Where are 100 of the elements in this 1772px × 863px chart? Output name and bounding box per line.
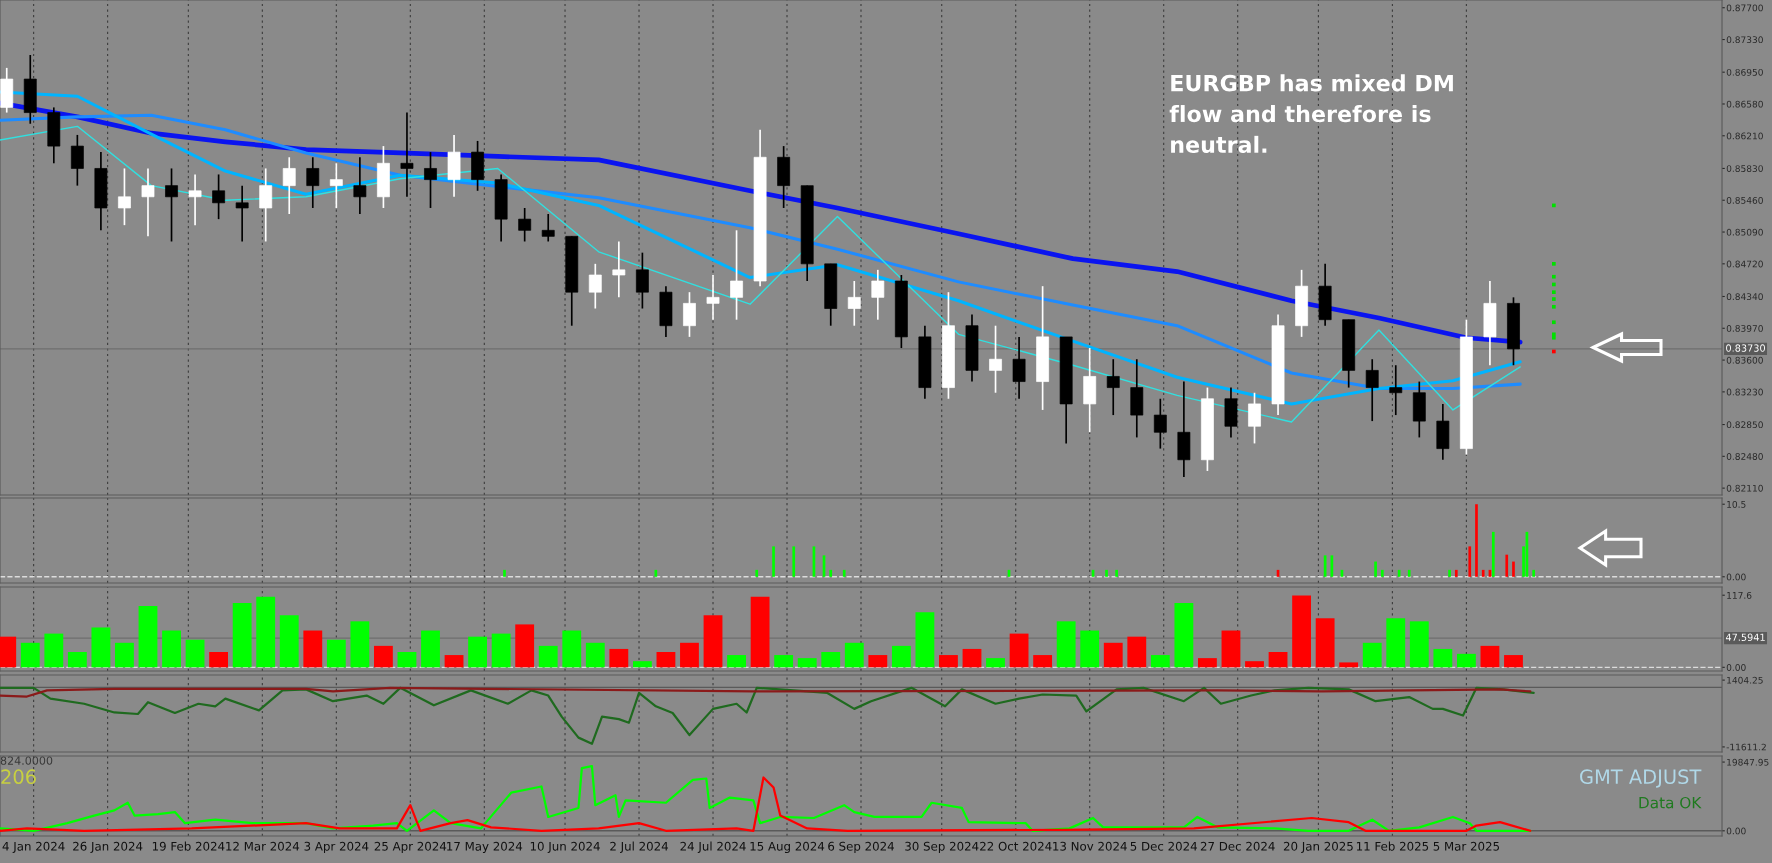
x-tick-label: 26 Jan 2024 (73, 841, 143, 853)
candlestick (871, 269, 885, 321)
candlestick (1153, 397, 1167, 450)
y-tick-label: 19847.95 (1727, 758, 1769, 766)
annotation: 824.0000 (0, 756, 53, 765)
candlestick (730, 229, 743, 321)
annotation: GMT ADJUST (1580, 769, 1702, 788)
bar (727, 655, 746, 668)
point (1552, 304, 1556, 309)
bar (468, 636, 487, 668)
annotation: Data OK (1639, 796, 1702, 809)
bar (397, 651, 417, 668)
x-tick-label: 4 Jan 2024 (2, 841, 65, 853)
bar (1456, 653, 1476, 668)
bar (1374, 561, 1377, 577)
candlestick (353, 156, 367, 215)
bar (1315, 618, 1335, 668)
candlestick (541, 213, 555, 243)
candlestick (706, 274, 720, 321)
x-tick-label: 5 Dec 2024 (1130, 841, 1197, 851)
bar (444, 655, 464, 668)
line-series (0, 686, 1532, 698)
y-tick-label: 0.82480 (1726, 453, 1763, 460)
x-tick-label: 10 Jun 2024 (530, 841, 600, 853)
bar (138, 606, 158, 668)
bar (1475, 504, 1478, 577)
bar (842, 569, 846, 577)
x-tick-label: 27 Dec 2024 (1200, 841, 1275, 851)
candlestick (235, 184, 249, 243)
candlestick (212, 173, 226, 220)
y-tick-label: 0.86580 (1726, 100, 1763, 108)
point (1552, 320, 1556, 325)
candlestick (847, 280, 861, 327)
bar (1407, 569, 1411, 577)
bar (350, 621, 370, 668)
bar (632, 661, 652, 668)
bar (1532, 569, 1535, 577)
y-tick-label: 0.83970 (1726, 325, 1763, 332)
bar (939, 655, 958, 668)
bar (755, 569, 759, 577)
bar (1491, 531, 1495, 577)
bar (1380, 569, 1384, 577)
bar (1009, 633, 1029, 668)
bar (703, 615, 723, 668)
y-tick-label: 1404.25 (1727, 676, 1763, 684)
bar (656, 651, 676, 668)
bar (232, 602, 252, 668)
bar (792, 546, 796, 577)
bar (1221, 630, 1241, 668)
x-tick-label: 19 Feb 2024 (152, 841, 225, 851)
candlestick (424, 151, 437, 209)
candlestick (118, 167, 131, 226)
candlestick (1365, 358, 1379, 422)
bar (1468, 546, 1472, 577)
x-tick-label: 25 Apr 2024 (374, 841, 447, 853)
x-tick-label: 22 Oct 2024 (980, 841, 1052, 851)
bar (772, 546, 775, 577)
bar (1512, 561, 1515, 577)
y-tick-label: 0.86210 (1726, 132, 1763, 140)
candlestick (1106, 358, 1120, 416)
point (1552, 274, 1556, 279)
y-tick-label: 0.82110 (1726, 484, 1763, 492)
y-tick-label: 0.87330 (1726, 36, 1763, 44)
bar (44, 633, 64, 668)
candlestick (70, 134, 84, 187)
bar (844, 642, 864, 668)
bar (1198, 658, 1217, 668)
bar (326, 639, 346, 668)
candlestick (635, 251, 649, 310)
candlestick (518, 207, 532, 243)
bar (1480, 645, 1500, 668)
bar (654, 569, 658, 577)
bar (1103, 642, 1123, 668)
bar (915, 612, 935, 668)
bar (1433, 648, 1453, 668)
bar (1150, 655, 1170, 668)
candlestick (165, 167, 178, 243)
y-tick-label: 0.00 (1726, 664, 1746, 671)
bar (1245, 661, 1264, 668)
bar (1292, 595, 1312, 668)
bar (374, 645, 393, 668)
bar (1481, 569, 1485, 577)
candlestick (612, 240, 626, 299)
bar (67, 651, 87, 668)
bar (1056, 621, 1076, 668)
bar (185, 639, 205, 668)
bar (750, 596, 770, 668)
y-tick-label: 0.82850 (1726, 421, 1763, 429)
bar (515, 624, 535, 668)
y-tick-label: 0.85460 (1726, 196, 1763, 204)
bar (256, 596, 276, 668)
bar (1339, 662, 1359, 668)
bar (1115, 569, 1118, 577)
bar (562, 630, 582, 668)
x-tick-label: 3 Apr 2024 (304, 841, 369, 853)
bar (91, 627, 111, 668)
candlestick (1389, 364, 1403, 416)
y-tick-label: 0.00 (1726, 573, 1746, 581)
point (1552, 297, 1556, 301)
bar (1268, 651, 1288, 668)
